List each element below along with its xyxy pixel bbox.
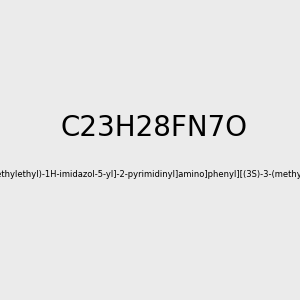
Text: [4-[[5-Fluoro-4-[2-methyl-1-(1-methylethyl)-1H-imidazol-5-yl]-2-pyrimidinyl]amin: [4-[[5-Fluoro-4-[2-methyl-1-(1-methyleth… (0, 170, 300, 179)
Text: C23H28FN7O: C23H28FN7O (60, 114, 247, 142)
